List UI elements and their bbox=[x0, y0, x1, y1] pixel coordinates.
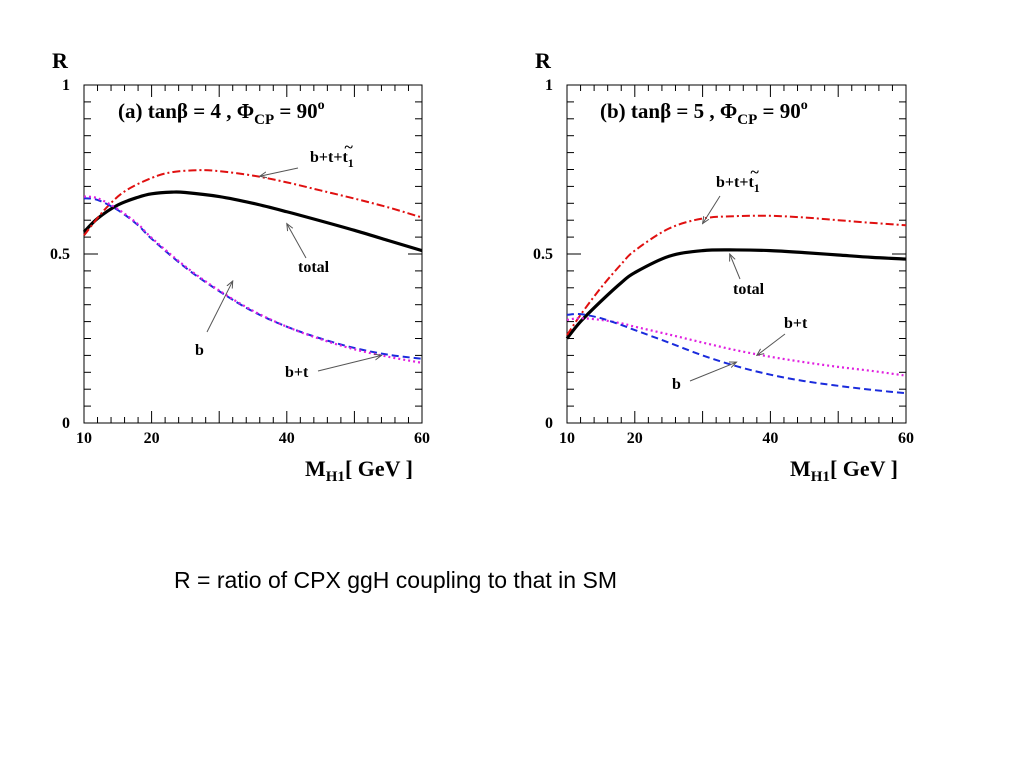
annotation-arrow bbox=[703, 195, 721, 224]
series-line-total bbox=[82, 190, 423, 253]
y-tick-label: 0 bbox=[62, 415, 70, 432]
y-tick-label: 1 bbox=[545, 77, 553, 94]
annotation-arrow bbox=[730, 254, 741, 280]
x-tick-label: 60 bbox=[898, 430, 914, 447]
annotation-label: b+t+t1 bbox=[310, 149, 354, 170]
series-line-b bbox=[83, 197, 423, 360]
annotation-label: b bbox=[672, 376, 681, 393]
y-axis-label: R bbox=[535, 48, 552, 73]
series-line-b-t-t1 bbox=[566, 214, 907, 336]
caption: R = ratio of CPX ggH coupling to that in… bbox=[174, 567, 617, 593]
annotation-label: b+t+t1 bbox=[716, 174, 760, 195]
y-axis-label: R bbox=[52, 48, 69, 73]
y-tick-label: 1 bbox=[62, 77, 70, 94]
series-line-b-t bbox=[83, 195, 423, 364]
plot-frame bbox=[83, 84, 423, 424]
annotation-label: b bbox=[195, 342, 204, 359]
annotation-arrow bbox=[206, 281, 233, 333]
tilde-mark: ~ bbox=[345, 139, 354, 156]
annotation-arrow bbox=[757, 333, 786, 355]
annotation-arrow bbox=[260, 167, 299, 176]
x-axis-label: MH1[ GeV ] bbox=[305, 456, 413, 485]
annotation-label: total bbox=[298, 259, 330, 276]
series-line-b-t bbox=[566, 317, 907, 377]
panel-title: (b) tanβ = 5 , ΦCP = 90o bbox=[600, 98, 808, 128]
x-tick-label: 10 bbox=[559, 430, 575, 447]
x-tick-label: 40 bbox=[279, 430, 295, 447]
annotation-arrow bbox=[287, 224, 307, 259]
annotation-label: b+t bbox=[285, 364, 309, 381]
panel-b: 10 20 40 60 0 0.5 1 R MH1[ GeV ] (b) tanβ = 5 , Φ… bbox=[533, 48, 914, 485]
series-line-total bbox=[565, 248, 907, 340]
y-tick-label: 0 bbox=[545, 415, 553, 432]
y-tick-label: 0.5 bbox=[533, 246, 553, 263]
series-line-b-t-t1 bbox=[83, 169, 423, 237]
annotation-label: total bbox=[733, 281, 765, 298]
tilde-mark: ~ bbox=[751, 164, 760, 181]
panel-title: (a) tanβ = 4 , ΦCP = 90o bbox=[118, 98, 325, 128]
y-tick-label: 0.5 bbox=[50, 246, 70, 263]
x-tick-label: 20 bbox=[144, 430, 160, 447]
annotation-arrow bbox=[317, 355, 381, 372]
plot-frame bbox=[566, 84, 907, 424]
x-axis-label: MH1[ GeV ] bbox=[790, 456, 898, 485]
annotation-arrow bbox=[689, 362, 737, 382]
x-tick-label: 20 bbox=[627, 430, 643, 447]
series-line-b bbox=[566, 313, 907, 395]
annotation-label: b+t bbox=[784, 315, 808, 332]
x-tick-label: 60 bbox=[414, 430, 430, 447]
panel-a: 10 20 40 60 0 0.5 1 R MH1[ GeV ] (a) tanβ = 4 , Φ… bbox=[50, 48, 430, 485]
x-tick-label: 40 bbox=[762, 430, 778, 447]
x-tick-label: 10 bbox=[76, 430, 92, 447]
